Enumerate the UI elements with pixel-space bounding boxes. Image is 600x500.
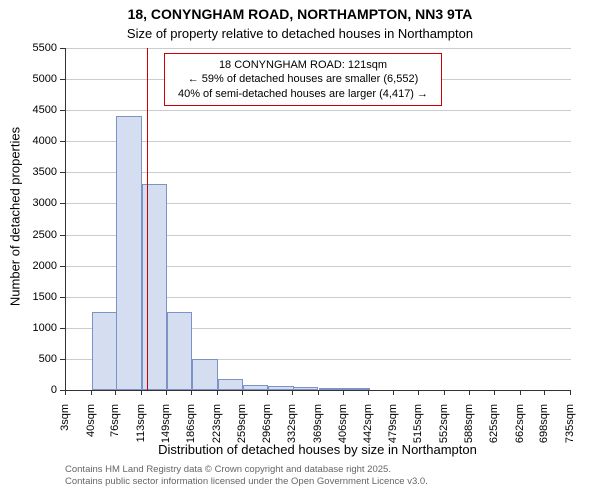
x-tick-label: 588sqm <box>463 404 475 452</box>
y-tick-label: 0 <box>0 384 57 396</box>
y-tick-mark <box>60 48 65 49</box>
x-tick-mark <box>141 390 142 395</box>
x-tick-mark <box>91 390 92 395</box>
annotation-line2: ← 59% of detached houses are smaller (6,… <box>171 72 435 86</box>
y-tick-mark <box>60 235 65 236</box>
x-tick-mark <box>343 390 344 395</box>
x-tick-label: 3sqm <box>59 404 71 452</box>
footer-line2: Contains public sector information licen… <box>65 476 428 488</box>
x-tick-label: 698sqm <box>538 404 550 452</box>
histogram-bar <box>319 388 345 390</box>
y-tick-mark <box>60 297 65 298</box>
histogram-bar <box>142 184 168 390</box>
y-tick-label: 3500 <box>0 166 57 178</box>
x-tick-mark <box>418 390 419 395</box>
x-tick-mark <box>469 390 470 395</box>
x-tick-mark <box>318 390 319 395</box>
x-tick-label: 113sqm <box>135 404 147 452</box>
annotation-line3: 40% of semi-detached houses are larger (… <box>171 87 435 101</box>
x-tick-label: 442sqm <box>362 404 374 452</box>
histogram-bar <box>218 379 244 390</box>
histogram-bar <box>293 387 319 390</box>
y-tick-mark <box>60 328 65 329</box>
chart-container: 18, CONYNGHAM ROAD, NORTHAMPTON, NN3 9TA… <box>0 0 600 500</box>
x-tick-label: 479sqm <box>387 404 399 452</box>
y-tick-mark <box>60 141 65 142</box>
x-tick-label: 406sqm <box>337 404 349 452</box>
x-tick-label: 223sqm <box>211 404 223 452</box>
x-tick-mark <box>494 390 495 395</box>
x-tick-label: 40sqm <box>85 404 97 452</box>
x-tick-label: 76sqm <box>109 404 121 452</box>
x-tick-label: 552sqm <box>438 404 450 452</box>
y-tick-label: 2500 <box>0 229 57 241</box>
x-tick-label: 186sqm <box>185 404 197 452</box>
x-tick-mark <box>444 390 445 395</box>
histogram-bar <box>243 385 269 390</box>
gridline <box>66 110 571 111</box>
y-tick-mark <box>60 203 65 204</box>
histogram-bar <box>268 386 294 390</box>
annotation-box: 18 CONYNGHAM ROAD: 121sqm← 59% of detach… <box>164 53 442 106</box>
x-tick-label: 149sqm <box>160 404 172 452</box>
y-tick-mark <box>60 79 65 80</box>
y-tick-label: 1000 <box>0 322 57 334</box>
footer-attribution: Contains HM Land Registry data © Crown c… <box>65 464 428 489</box>
gridline <box>66 48 571 49</box>
x-tick-mark <box>115 390 116 395</box>
y-tick-mark <box>60 172 65 173</box>
y-tick-label: 5500 <box>0 42 57 54</box>
y-tick-mark <box>60 359 65 360</box>
y-tick-label: 3000 <box>0 197 57 209</box>
x-tick-mark <box>520 390 521 395</box>
histogram-bar <box>192 359 218 390</box>
x-tick-mark <box>292 390 293 395</box>
annotation-line1: 18 CONYNGHAM ROAD: 121sqm <box>171 58 435 72</box>
x-tick-label: 332sqm <box>286 404 298 452</box>
x-tick-label: 662sqm <box>514 404 526 452</box>
histogram-bar <box>167 312 193 390</box>
x-tick-mark <box>217 390 218 395</box>
footer-line1: Contains HM Land Registry data © Crown c… <box>65 464 428 476</box>
x-tick-label: 735sqm <box>564 404 576 452</box>
y-tick-mark <box>60 110 65 111</box>
x-tick-mark <box>242 390 243 395</box>
x-tick-mark <box>544 390 545 395</box>
x-tick-mark <box>393 390 394 395</box>
y-tick-label: 4500 <box>0 104 57 116</box>
y-tick-mark <box>60 266 65 267</box>
x-tick-label: 369sqm <box>312 404 324 452</box>
histogram-bar <box>92 312 118 390</box>
x-tick-mark <box>65 390 66 395</box>
x-tick-label: 296sqm <box>261 404 273 452</box>
x-tick-label: 625sqm <box>488 404 500 452</box>
plot-area: 18 CONYNGHAM ROAD: 121sqm← 59% of detach… <box>65 48 571 391</box>
x-tick-mark <box>191 390 192 395</box>
marker-line <box>147 48 148 390</box>
x-tick-mark <box>166 390 167 395</box>
x-tick-mark <box>267 390 268 395</box>
x-tick-label: 515sqm <box>412 404 424 452</box>
histogram-bar <box>116 116 142 390</box>
x-tick-label: 259sqm <box>236 404 248 452</box>
x-tick-mark <box>368 390 369 395</box>
chart-title-sub: Size of property relative to detached ho… <box>0 26 600 41</box>
chart-title-main: 18, CONYNGHAM ROAD, NORTHAMPTON, NN3 9TA <box>0 6 600 22</box>
y-axis-label: Number of detached properties <box>8 87 23 347</box>
y-tick-label: 500 <box>0 353 57 365</box>
histogram-bar <box>344 388 370 390</box>
y-tick-label: 2000 <box>0 260 57 272</box>
y-tick-label: 1500 <box>0 291 57 303</box>
y-tick-label: 5000 <box>0 73 57 85</box>
y-tick-label: 4000 <box>0 135 57 147</box>
x-tick-mark <box>570 390 571 395</box>
